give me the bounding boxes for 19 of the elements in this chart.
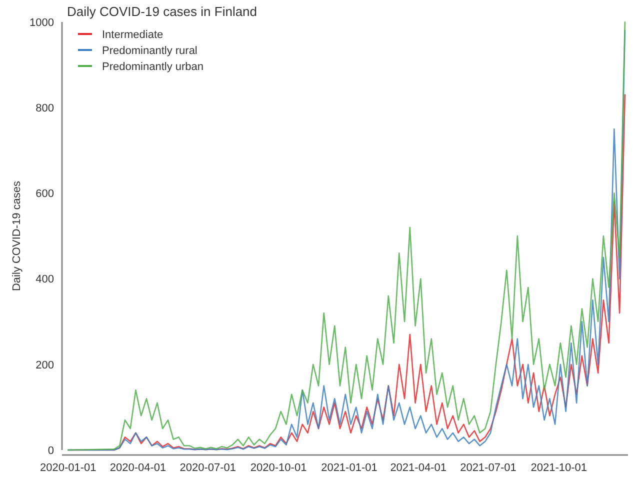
y-tick-label: 1000 — [30, 16, 54, 29]
x-tick-label: 2021-07-01 — [460, 462, 516, 474]
y-tick-label: 600 — [36, 188, 54, 200]
legend-label: Predominantly urban — [102, 60, 204, 73]
legend-label: Intermediate — [102, 28, 164, 41]
x-tick-label: 2021-04-01 — [390, 462, 446, 474]
y-tick-label: 0 — [48, 444, 54, 457]
legend-label: Predominantly rural — [102, 44, 198, 57]
y-tick-label: 400 — [36, 274, 54, 286]
y-tick-label: 200 — [36, 359, 54, 372]
x-tick-label: 2020-04-01 — [110, 462, 166, 474]
x-tick-label: 2020-07-01 — [180, 462, 236, 474]
y-axis-title: Daily COVID-19 cases — [11, 180, 23, 292]
y-tick-label: 800 — [36, 102, 54, 114]
x-tick-label: 2021-10-01 — [530, 462, 588, 474]
x-tick-label: 2020-10-01 — [250, 462, 307, 474]
chart-title: Daily COVID-19 cases in Finland — [67, 4, 258, 19]
x-tick-label: 2021-01-01 — [321, 462, 378, 474]
x-tick-label: 2020-01-01 — [40, 462, 96, 474]
